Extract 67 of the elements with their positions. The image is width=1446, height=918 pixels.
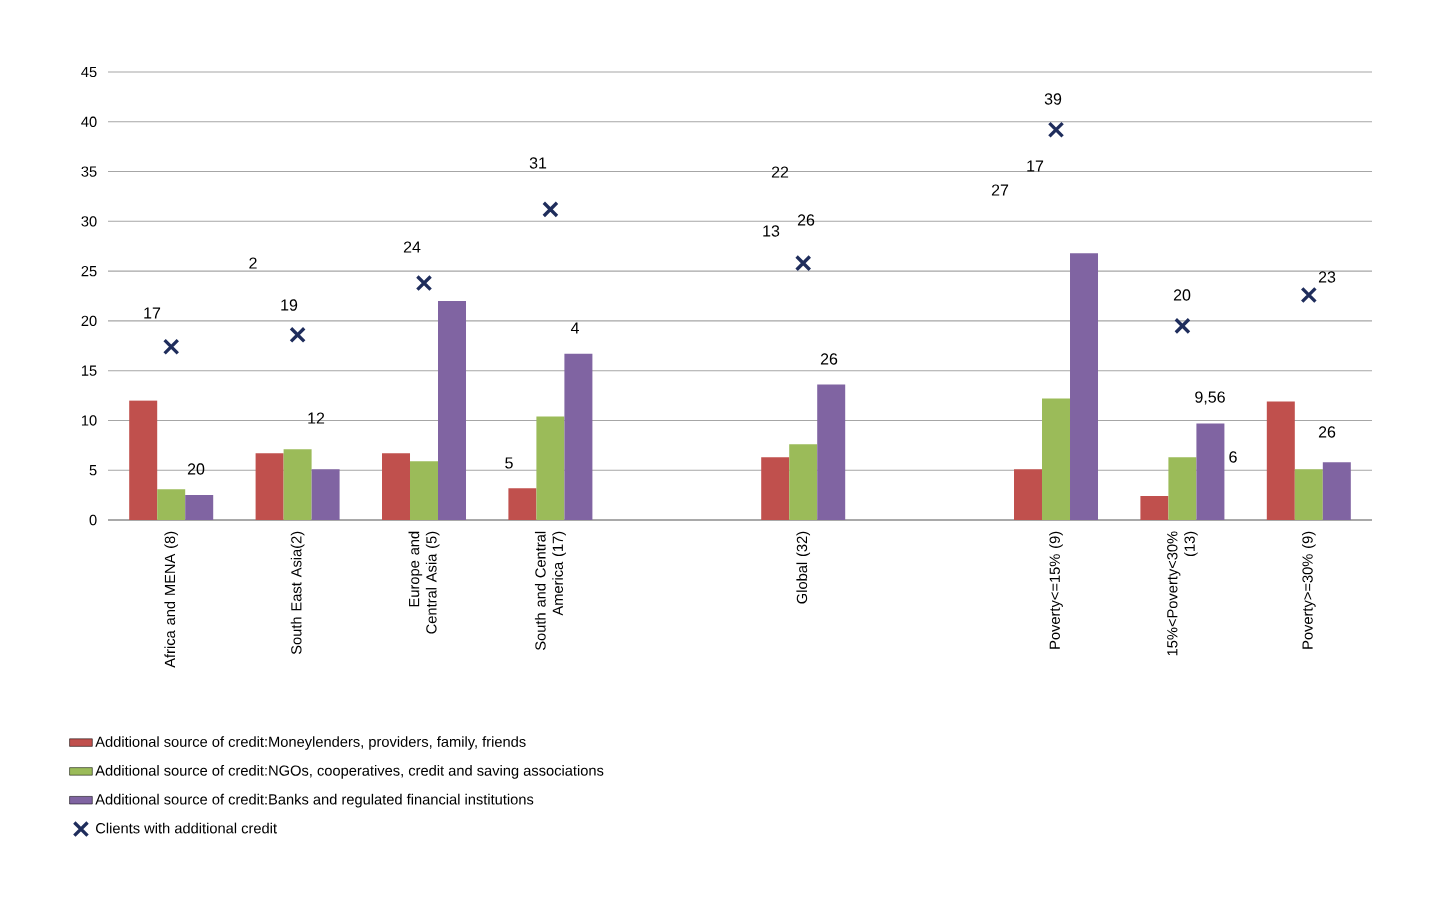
bar bbox=[311, 469, 340, 520]
annotation: 27 bbox=[991, 184, 1009, 196]
annotation: 13 bbox=[763, 225, 780, 237]
bar bbox=[185, 495, 214, 520]
bar bbox=[536, 416, 565, 520]
y-tick-label: 15 bbox=[81, 365, 97, 376]
bar bbox=[761, 457, 790, 520]
annotation: 2 bbox=[249, 257, 257, 269]
x-tick-label: Global (32) bbox=[796, 531, 811, 604]
annotation: 17 bbox=[144, 307, 161, 319]
bar bbox=[438, 300, 467, 520]
x-tick-label: Europe and Central Asia (5) bbox=[408, 531, 440, 634]
legend-label: Clients with additional credit bbox=[96, 822, 277, 834]
bar bbox=[129, 400, 158, 520]
annotation: 23 bbox=[1318, 271, 1336, 283]
annotation: 20 bbox=[1173, 289, 1191, 301]
annotation: 20 bbox=[187, 463, 205, 475]
bar bbox=[255, 453, 284, 520]
bar bbox=[382, 453, 411, 520]
bar bbox=[564, 353, 593, 520]
legend-label: Additional source of credit:Banks and regulated financial institutions bbox=[95, 793, 534, 808]
y-tick-label: 35 bbox=[81, 166, 97, 177]
bar bbox=[1322, 462, 1351, 520]
y-tick-label: 20 bbox=[81, 315, 97, 327]
annotation: 4 bbox=[570, 322, 579, 334]
x-tick-label: Poverty<=15% (9) bbox=[1049, 531, 1063, 649]
y-tick-label: 10 bbox=[81, 415, 97, 426]
y-tick-label: 25 bbox=[81, 265, 97, 277]
bar bbox=[1294, 469, 1323, 520]
y-tick-label: 45 bbox=[81, 66, 97, 78]
x-tick-label: Poverty>=30% (9) bbox=[1301, 531, 1316, 649]
annotation: 5 bbox=[505, 457, 513, 469]
legend-label: Additional source of credit:NGOs, cooperatives, credit and saving associations bbox=[95, 764, 604, 779]
legend-label: Additional source of credit:Moneylenders, providers, family, friends bbox=[95, 736, 526, 750]
y-tick-label: 5 bbox=[89, 465, 97, 476]
bar bbox=[1140, 496, 1169, 520]
annotation: 31 bbox=[529, 157, 547, 169]
bar bbox=[157, 489, 186, 520]
bar bbox=[817, 384, 846, 520]
annotation: 9,56 bbox=[1195, 391, 1225, 405]
annotation: 17 bbox=[1027, 160, 1044, 172]
annotation: 19 bbox=[281, 299, 298, 311]
bar bbox=[1266, 401, 1295, 520]
annotation: 26 bbox=[820, 353, 838, 365]
bar bbox=[1042, 398, 1071, 520]
y-tick-label: 30 bbox=[81, 216, 97, 227]
annotation: 24 bbox=[403, 241, 421, 253]
bar bbox=[1070, 253, 1099, 520]
annotation: 22 bbox=[771, 166, 789, 178]
bar bbox=[1014, 469, 1043, 520]
y-tick-label: 40 bbox=[81, 116, 97, 127]
bar bbox=[1196, 423, 1225, 520]
bar bbox=[1168, 457, 1197, 520]
annotation: 26 bbox=[1318, 426, 1336, 438]
bar bbox=[283, 449, 312, 520]
y-tick-label: 0 bbox=[89, 514, 97, 526]
bar bbox=[508, 488, 537, 520]
bar bbox=[410, 461, 439, 520]
x-tick-label: 15%<Poverty<30% (13) bbox=[1167, 531, 1198, 656]
x-tick-label: South East Asia(2) bbox=[290, 531, 305, 655]
annotation: 6 bbox=[1229, 451, 1237, 463]
annotation: 39 bbox=[1044, 93, 1062, 105]
annotation: 12 bbox=[308, 412, 325, 424]
x-tick-label: South and Central America (17) bbox=[534, 531, 566, 651]
annotation: 26 bbox=[797, 214, 815, 226]
bar bbox=[789, 444, 818, 520]
x-tick-label: Africa and MENA (8) bbox=[164, 531, 179, 668]
